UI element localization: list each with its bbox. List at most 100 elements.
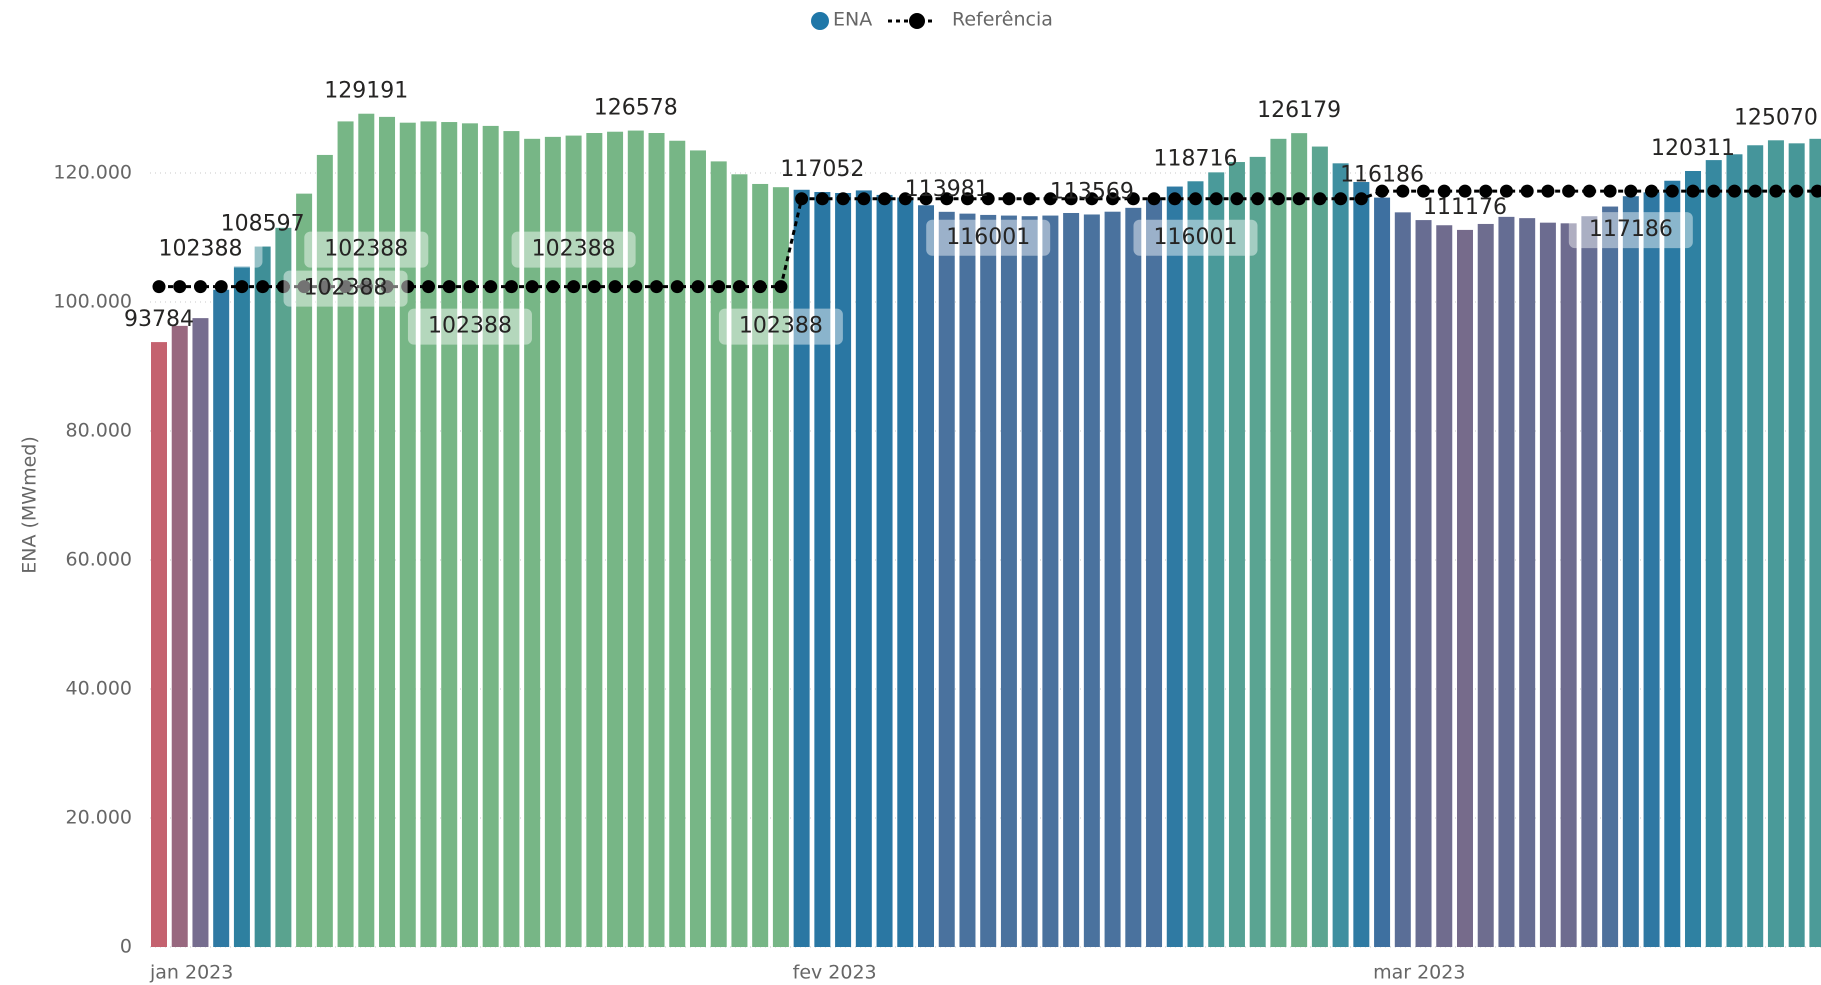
line-marker bbox=[1541, 184, 1555, 198]
bar bbox=[689, 150, 706, 948]
data-label: 102388 bbox=[739, 314, 823, 339]
line-marker bbox=[1624, 184, 1638, 198]
bar bbox=[1332, 163, 1349, 947]
line-marker bbox=[484, 280, 498, 294]
line-marker bbox=[1043, 192, 1057, 206]
bar bbox=[565, 135, 582, 948]
line-marker bbox=[608, 280, 622, 294]
y-tick-label: 80.000 bbox=[66, 420, 132, 442]
line-marker bbox=[339, 280, 353, 294]
line-marker bbox=[525, 280, 539, 294]
line-marker bbox=[1417, 184, 1431, 198]
line-marker bbox=[1209, 192, 1223, 206]
bar bbox=[1042, 215, 1059, 947]
data-label-box bbox=[926, 219, 1051, 256]
data-label: 125070 bbox=[1734, 105, 1818, 130]
bar bbox=[524, 138, 541, 947]
line-marker bbox=[960, 192, 974, 206]
line-marker bbox=[795, 192, 809, 206]
line-marker bbox=[1499, 184, 1513, 198]
bar bbox=[959, 213, 976, 947]
line-marker bbox=[1396, 184, 1410, 198]
line-marker bbox=[1023, 192, 1037, 206]
data-label-box bbox=[1568, 212, 1693, 249]
data-label: 108597 bbox=[221, 212, 305, 237]
bar bbox=[316, 154, 333, 947]
bar bbox=[1063, 212, 1080, 948]
bar bbox=[980, 214, 997, 948]
y-tick-label: 20.000 bbox=[66, 807, 132, 829]
data-label: 126179 bbox=[1257, 98, 1341, 123]
line-marker bbox=[1727, 184, 1741, 198]
y-tick-label: 40.000 bbox=[66, 678, 132, 700]
bar bbox=[1685, 170, 1702, 948]
bar bbox=[275, 227, 292, 947]
data-label: 116186 bbox=[1340, 163, 1424, 188]
y-tick-label: 0 bbox=[120, 936, 132, 958]
line-marker bbox=[1334, 192, 1348, 206]
x-tick-label: mar 2023 bbox=[1373, 962, 1465, 984]
x-tick-label: fev 2023 bbox=[793, 962, 877, 984]
line-marker bbox=[1168, 192, 1182, 206]
bar bbox=[461, 123, 478, 947]
bar bbox=[669, 140, 686, 947]
line-marker bbox=[691, 280, 705, 294]
bar bbox=[1477, 223, 1494, 947]
data-label-box bbox=[304, 231, 429, 268]
bar bbox=[296, 193, 313, 947]
line-marker bbox=[1064, 192, 1078, 206]
line-marker bbox=[318, 280, 332, 294]
data-label: 113569 bbox=[1050, 179, 1134, 204]
bar bbox=[1519, 218, 1536, 947]
data-label: 102388 bbox=[304, 276, 388, 301]
bar bbox=[420, 121, 437, 947]
bar bbox=[1021, 216, 1038, 948]
data-label: 102388 bbox=[428, 314, 512, 339]
line-marker bbox=[1189, 192, 1202, 206]
line-marker bbox=[567, 280, 581, 294]
line-marker bbox=[442, 280, 456, 294]
legend-marker bbox=[811, 12, 829, 30]
bar bbox=[151, 342, 167, 947]
bar bbox=[1353, 182, 1370, 947]
bar bbox=[1560, 223, 1577, 947]
bar bbox=[1415, 220, 1432, 947]
line-marker bbox=[1437, 184, 1451, 198]
line-marker bbox=[1251, 192, 1265, 206]
bar bbox=[1291, 133, 1308, 947]
bar bbox=[1602, 206, 1619, 948]
bar bbox=[1581, 216, 1598, 948]
bar bbox=[1622, 196, 1639, 948]
bar bbox=[1187, 181, 1204, 947]
bar bbox=[855, 190, 872, 948]
line-marker bbox=[1748, 184, 1762, 198]
data-label: 118716 bbox=[1154, 146, 1238, 171]
bar bbox=[793, 189, 810, 947]
bar bbox=[254, 246, 271, 948]
bar bbox=[731, 174, 748, 948]
bar bbox=[1228, 162, 1245, 947]
line-marker bbox=[1354, 192, 1368, 206]
bar bbox=[627, 130, 644, 947]
line-marker bbox=[214, 280, 228, 294]
line-marker bbox=[1562, 184, 1576, 198]
bar bbox=[1436, 225, 1453, 947]
bar bbox=[897, 197, 914, 947]
bar bbox=[1498, 216, 1515, 948]
bar bbox=[710, 161, 727, 947]
bar bbox=[1146, 200, 1163, 948]
line-marker bbox=[173, 280, 187, 294]
bar bbox=[1270, 138, 1287, 947]
data-label: 116001 bbox=[946, 225, 1030, 250]
line-marker bbox=[1582, 184, 1596, 198]
line-marker bbox=[1147, 192, 1161, 206]
line-marker bbox=[629, 280, 643, 294]
bar bbox=[1374, 197, 1391, 948]
bar bbox=[379, 116, 396, 947]
data-label: 102388 bbox=[158, 237, 242, 262]
line-marker bbox=[815, 192, 829, 206]
line-marker bbox=[1126, 192, 1140, 206]
line-marker bbox=[878, 192, 892, 206]
bar bbox=[1664, 180, 1681, 948]
